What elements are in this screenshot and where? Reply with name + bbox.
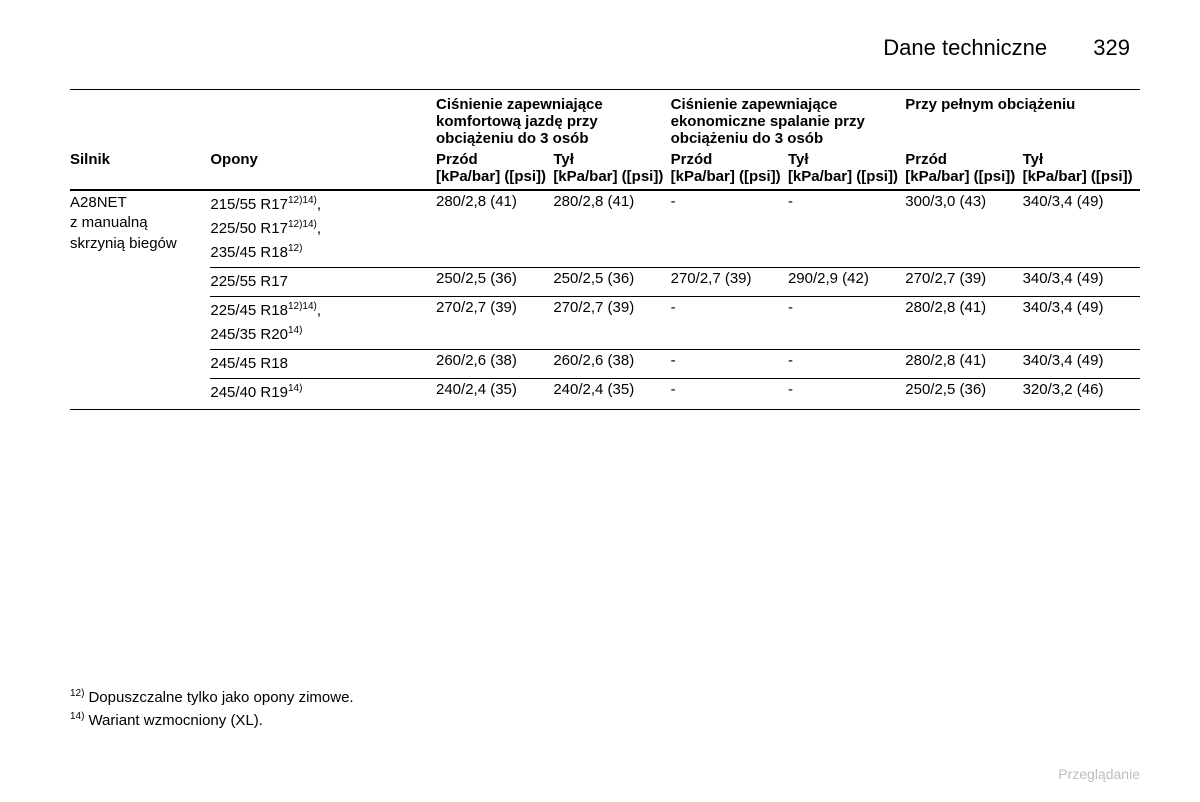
val: 270/2,7 (39)	[671, 268, 788, 297]
val: -	[671, 379, 788, 410]
table-row: 245/45 R18 260/2,6 (38) 260/2,6 (38) - -…	[70, 350, 1140, 379]
val: 260/2,6 (38)	[553, 350, 670, 379]
table-col-header: Silnik Opony Przód[kPa/bar] ([psi]) Tył[…	[70, 149, 1140, 190]
val: 320/3,2 (46)	[1023, 379, 1140, 410]
table-row: A28NET z manualną skrzynią biegów 215/55…	[70, 190, 1140, 268]
col-comfort-front: Przód[kPa/bar] ([psi])	[436, 149, 553, 190]
val: 300/3,0 (43)	[905, 190, 1022, 268]
table-row: 245/40 R1914) 240/2,4 (35) 240/2,4 (35) …	[70, 379, 1140, 410]
val: 270/2,7 (39)	[436, 297, 553, 350]
val: 250/2,5 (36)	[905, 379, 1022, 410]
tires-cell: 225/55 R17	[210, 268, 436, 297]
footnote-14: 14)Wariant wzmocniony (XL).	[70, 710, 354, 733]
engine-cell: A28NET z manualną skrzynią biegów	[70, 190, 210, 410]
col-eco-front: Przód[kPa/bar] ([psi])	[671, 149, 788, 190]
engine-sub: z manualną skrzynią biegów	[70, 214, 177, 251]
val: 260/2,6 (38)	[436, 350, 553, 379]
page-header: Dane techniczne 329	[70, 35, 1140, 61]
val: -	[671, 190, 788, 268]
val: 250/2,5 (36)	[553, 268, 670, 297]
section-title: Dane techniczne	[883, 35, 1047, 60]
corner-label: Przeglądanie	[1058, 766, 1140, 782]
pressure-table: Ciśnienie zapewniające komfortową jazdę …	[70, 89, 1140, 410]
val: 280/2,8 (41)	[436, 190, 553, 268]
val: -	[788, 190, 905, 268]
tires-cell: 245/40 R1914)	[210, 379, 436, 410]
val: -	[788, 350, 905, 379]
table-row: 225/45 R1812)14),245/35 R2014) 270/2,7 (…	[70, 297, 1140, 350]
val: 240/2,4 (35)	[553, 379, 670, 410]
col-full-rear: Tył[kPa/bar] ([psi])	[1023, 149, 1140, 190]
val: 240/2,4 (35)	[436, 379, 553, 410]
col-full-front: Przód[kPa/bar] ([psi])	[905, 149, 1022, 190]
col-eco-rear: Tył[kPa/bar] ([psi])	[788, 149, 905, 190]
val: 340/3,4 (49)	[1023, 190, 1140, 268]
table-body: A28NET z manualną skrzynią biegów 215/55…	[70, 190, 1140, 410]
group-comfort: Ciśnienie zapewniające komfortową jazdę …	[436, 90, 671, 150]
val: -	[671, 297, 788, 350]
page-number: 329	[1093, 35, 1130, 60]
table-row: 225/55 R17 250/2,5 (36) 250/2,5 (36) 270…	[70, 268, 1140, 297]
val: 250/2,5 (36)	[436, 268, 553, 297]
val: 280/2,8 (41)	[905, 350, 1022, 379]
val: 280/2,8 (41)	[553, 190, 670, 268]
group-full: Przy pełnym obciążeniu	[905, 90, 1140, 150]
footnotes: 12)Dopuszczalne tylko jako opony zimowe.…	[70, 687, 354, 732]
group-eco: Ciśnienie zapewniające ekonomiczne spala…	[671, 90, 906, 150]
engine-name: A28NET	[70, 194, 127, 211]
tires-cell: 245/45 R18	[210, 350, 436, 379]
val: -	[671, 350, 788, 379]
col-engine: Silnik	[70, 149, 210, 190]
val: 340/3,4 (49)	[1023, 268, 1140, 297]
val: 270/2,7 (39)	[905, 268, 1022, 297]
val: -	[788, 379, 905, 410]
col-comfort-rear: Tył[kPa/bar] ([psi])	[553, 149, 670, 190]
footnote-12: 12)Dopuszczalne tylko jako opony zimowe.	[70, 687, 354, 710]
val: 340/3,4 (49)	[1023, 350, 1140, 379]
val: 290/2,9 (42)	[788, 268, 905, 297]
tires-cell: 215/55 R1712)14),225/50 R1712)14),235/45…	[210, 190, 436, 268]
val: 280/2,8 (41)	[905, 297, 1022, 350]
tires-cell: 225/45 R1812)14),245/35 R2014)	[210, 297, 436, 350]
val: 340/3,4 (49)	[1023, 297, 1140, 350]
col-tires: Opony	[210, 149, 436, 190]
val: -	[788, 297, 905, 350]
val: 270/2,7 (39)	[553, 297, 670, 350]
table-group-header: Ciśnienie zapewniające komfortową jazdę …	[70, 90, 1140, 150]
